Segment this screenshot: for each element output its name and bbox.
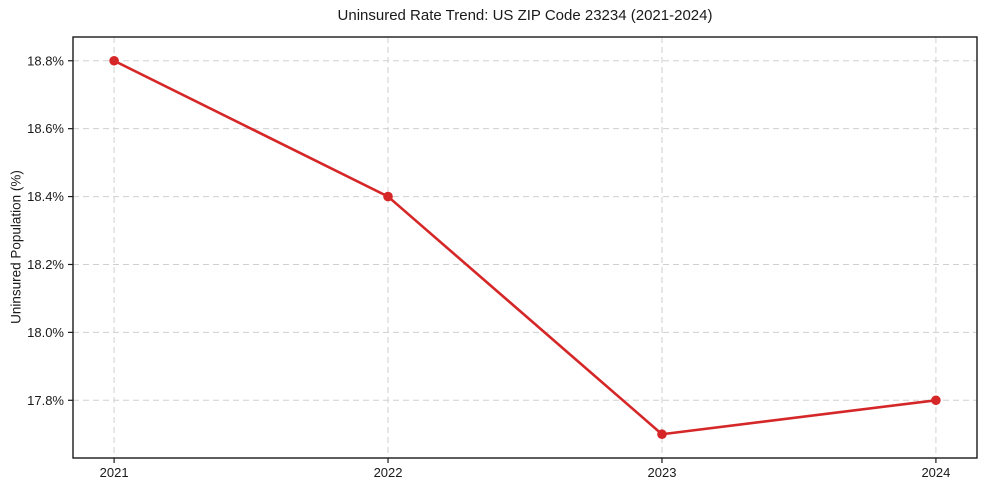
trend-line — [112, 59, 938, 436]
chart-title: Uninsured Rate Trend: US ZIP Code 23234 … — [337, 7, 713, 24]
y-tick-label: 18.2% — [27, 257, 64, 272]
x-tick-label: 2022 — [374, 465, 403, 480]
y-tick-label: 17.8% — [27, 393, 64, 408]
x-tick-label: 2021 — [100, 465, 129, 480]
data-point-marker — [109, 55, 119, 66]
x-tick-label: 2023 — [648, 465, 677, 480]
x-tick-label: 2024 — [921, 465, 950, 480]
data-point-marker — [931, 395, 941, 406]
data-point-marker — [383, 191, 393, 202]
y-tick-label: 18.8% — [27, 53, 64, 68]
y-tick-label: 18.0% — [27, 325, 64, 340]
y-tick-label: 18.6% — [27, 121, 64, 136]
data-point-marker — [657, 429, 667, 440]
plot-border — [72, 36, 978, 459]
y-tick-label: 18.4% — [27, 189, 64, 204]
